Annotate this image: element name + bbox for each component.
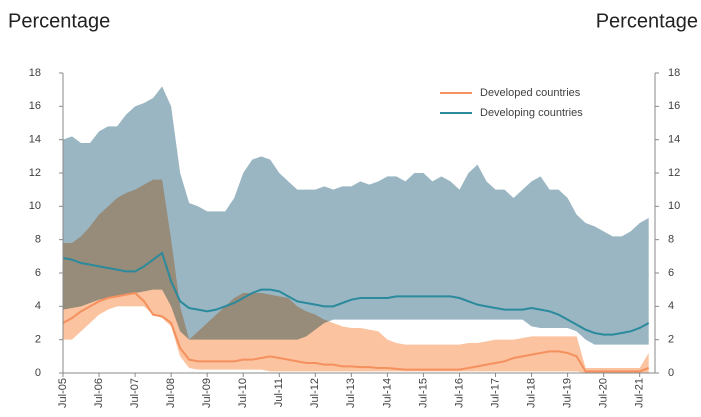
x-tick-label: Jul-12 bbox=[309, 378, 321, 408]
y-tick-label: 8 bbox=[35, 234, 41, 246]
x-tick-label: Jul-14 bbox=[381, 378, 393, 408]
y-tick-label: 16 bbox=[29, 100, 41, 112]
y2-tick-label: 16 bbox=[668, 100, 680, 112]
x-tick-label: Jul-19 bbox=[562, 378, 574, 408]
x-tick-label: Jul-17 bbox=[489, 378, 501, 408]
left-axis-title: Percentage bbox=[8, 10, 110, 32]
legend-label: Developing countries bbox=[480, 107, 583, 119]
x-tick-label: Jul-05 bbox=[57, 378, 69, 408]
x-tick-label: Jul-07 bbox=[129, 378, 141, 408]
y-tick-label: 12 bbox=[29, 167, 41, 179]
y2-tick-label: 2 bbox=[668, 334, 674, 346]
x-tick-label: Jul-18 bbox=[525, 378, 537, 408]
y-tick-label: 6 bbox=[35, 267, 41, 279]
y2-tick-label: 10 bbox=[668, 200, 680, 212]
y2-tick-label: 14 bbox=[668, 134, 680, 146]
y2-tick-label: 8 bbox=[668, 234, 674, 246]
y-tick-label: 0 bbox=[35, 367, 41, 379]
x-tick-label: Jul-11 bbox=[273, 378, 285, 407]
x-tick-label: Jul-08 bbox=[165, 378, 177, 408]
right-axis-title: Percentage bbox=[596, 10, 698, 32]
x-tick-label: Jul-10 bbox=[237, 378, 249, 408]
x-tick-label: Jul-16 bbox=[453, 378, 465, 408]
x-tick-label: Jul-20 bbox=[598, 378, 610, 408]
y-tick-label: 18 bbox=[29, 67, 41, 79]
y2-tick-label: 18 bbox=[668, 67, 680, 79]
y-tick-label: 10 bbox=[29, 200, 41, 212]
legend-label: Developed countries bbox=[480, 87, 581, 99]
y2-tick-label: 6 bbox=[668, 267, 674, 279]
series-line bbox=[62, 251, 650, 336]
y-tick-label: 14 bbox=[29, 134, 41, 146]
x-tick-label: Jul-13 bbox=[345, 378, 357, 408]
x-tick-label: Jul-15 bbox=[417, 378, 429, 408]
x-tick-label: Jul-21 bbox=[634, 378, 646, 408]
series-line bbox=[62, 291, 650, 373]
y2-tick-label: 12 bbox=[668, 167, 680, 179]
y-tick-label: 2 bbox=[35, 334, 41, 346]
band-area bbox=[63, 86, 649, 345]
y2-tick-label: 4 bbox=[668, 300, 674, 312]
x-tick-label: Jul-06 bbox=[93, 378, 105, 408]
y-tick-label: 4 bbox=[35, 300, 41, 312]
x-tick-label: Jul-09 bbox=[201, 378, 213, 408]
y2-tick-label: 0 bbox=[668, 367, 674, 379]
